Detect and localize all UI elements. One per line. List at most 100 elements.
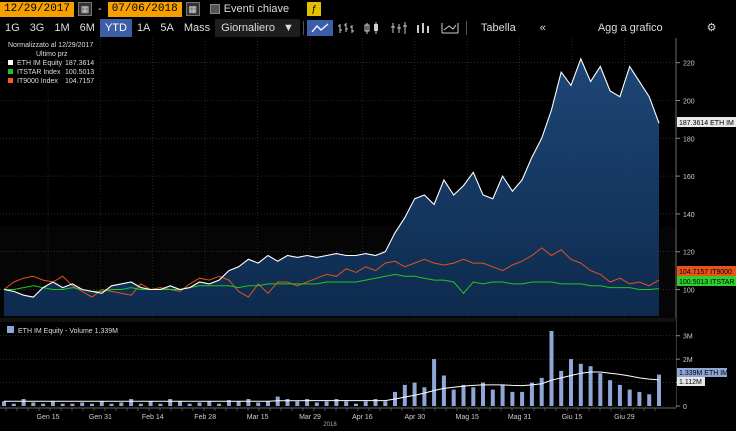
y-axis: 100 120 140 160 180 200 220 [675, 38, 695, 408]
candlestick-icon[interactable] [359, 20, 385, 36]
volume-tag-bg [677, 368, 727, 377]
volume-bar [50, 401, 55, 406]
volume-bar [598, 373, 603, 406]
x-tick-label: Apr 16 [352, 414, 373, 421]
divider [302, 21, 304, 35]
volume-bar [363, 401, 368, 406]
volume-bar [324, 401, 329, 406]
eth-price-tag: 187.3614 ETH IM [679, 120, 734, 127]
volume-bar [500, 384, 505, 406]
volume-bar [578, 363, 583, 406]
volume-bar [236, 401, 241, 406]
volume-ma-tag-bg [677, 377, 705, 386]
volume-bar [490, 389, 495, 406]
bar-chart-icon[interactable] [333, 20, 359, 36]
volume-bar [412, 382, 417, 406]
legend: Normalizzato al 12/29/2017 Ultimo prz ET… [4, 38, 100, 86]
collapse-button[interactable]: « [539, 22, 546, 34]
period-button-1m[interactable]: 1M [54, 22, 70, 34]
add-to-chart-button[interactable]: Agg a grafico [597, 22, 663, 34]
volume-bar [246, 399, 251, 406]
period-button-1a[interactable]: 1A [136, 22, 151, 34]
volume-bar [41, 403, 46, 406]
x-tick-label: Gen 31 [89, 414, 112, 421]
crosshair-chart-icon[interactable] [385, 20, 411, 36]
price-chart[interactable]: 100 120 140 160 180 200 220 Normalizzato al 12… [0, 38, 736, 428]
volume-bar [402, 384, 407, 406]
divider [465, 21, 467, 35]
period-button-1g[interactable]: 1G [5, 22, 20, 34]
legend-entry-value: 104.7157 [65, 78, 94, 85]
dual-axis-icon[interactable] [437, 20, 463, 36]
volume-bar [305, 399, 310, 406]
x-axis-year: 2018 [323, 422, 337, 426]
it9000-price-tag-bg [677, 266, 736, 276]
volume-bar [529, 382, 534, 406]
start-calendar-icon[interactable]: ▦ [78, 2, 93, 16]
volume-bar [138, 403, 143, 406]
period-button-5a[interactable]: 5A [160, 22, 174, 34]
volume-bar [226, 400, 231, 406]
eth-area [4, 58, 659, 317]
y-tick-label: 160 [683, 174, 695, 181]
x-tick-label: Feb 28 [194, 414, 216, 421]
multi-bar-icon[interactable] [411, 20, 437, 36]
volume-y-tick-label: 3M [683, 334, 693, 341]
volume-bar [422, 387, 427, 406]
x-tick-label: Feb 14 [142, 414, 164, 421]
legend-subheader: Ultimo prz [36, 51, 68, 58]
y-tick-label: 120 [683, 250, 695, 257]
formula-icon[interactable]: ƒ [307, 2, 322, 16]
legend-swatch [8, 69, 13, 74]
volume-bar [90, 403, 94, 406]
itstar-price-tag: 100.5013 ITSTAR [679, 279, 735, 286]
period-button-6m[interactable]: 6M [79, 22, 95, 34]
x-tick-label: Gen 15 [37, 414, 60, 421]
end-calendar-icon[interactable]: ▦ [185, 2, 200, 16]
itstar-price-tag-bg [677, 276, 736, 286]
volume-bar [80, 402, 85, 406]
volume-legend-swatch [7, 326, 14, 333]
volume-legend-title: ETH IM Equity - Volume 1.339M [18, 328, 118, 335]
series-line-it9000 [3, 247, 660, 298]
start-date-field[interactable]: 12/29/2017 [0, 1, 75, 17]
end-date-field[interactable]: 07/06/2018 [107, 1, 182, 17]
volume-ma-tag: 1.112M [679, 379, 702, 386]
table-button[interactable]: Tabella [480, 22, 516, 34]
legend-entries: ETH IM Equity 187.3614 ITSTAR Index 100.501… [8, 60, 94, 85]
volume-bar [383, 401, 388, 406]
line-chart-icon[interactable] [306, 20, 333, 36]
volume-bar [510, 391, 515, 406]
period-button-mass[interactable]: Mass [183, 22, 211, 34]
period-button-3g[interactable]: 3G [29, 22, 45, 34]
volume-bar [569, 359, 573, 406]
x-tick-label: Mag 31 [508, 414, 531, 421]
legend-header: Normalizzato al 12/29/2017 [8, 42, 93, 49]
legend-entry-name: IT9000 Index [17, 78, 58, 85]
volume-bar [441, 375, 446, 406]
volume-bar [295, 401, 300, 406]
volume-bar [31, 402, 36, 406]
volume-bar [334, 399, 339, 406]
volume-bar [353, 403, 358, 406]
x-tick-label: Mar 29 [299, 414, 321, 421]
legend-entry-value: 100.5013 [65, 69, 94, 76]
legend-entry-name: ETH IM Equity [17, 60, 63, 67]
gear-icon[interactable]: ⚙ [706, 22, 717, 34]
volume-bar [266, 401, 270, 406]
volume-bar [99, 401, 104, 406]
frequency-dropdown[interactable]: Giornaliero ▼ [215, 19, 300, 37]
x-tick-label: Apr 30 [404, 414, 425, 421]
volume-bar [657, 374, 661, 406]
legend-entry-value: 187.3614 [65, 60, 94, 67]
series-line-eth [3, 57, 660, 298]
volume-bar [129, 399, 134, 406]
frequency-label: Giornaliero [221, 22, 275, 34]
volume-bar [539, 377, 544, 406]
volume-bar [520, 391, 525, 406]
y-tick-label: 220 [683, 61, 695, 68]
key-events-checkbox[interactable] [209, 4, 220, 14]
volume-bar [60, 403, 65, 406]
volume-bar [627, 389, 632, 406]
period-button-ytd[interactable]: YTD [99, 19, 132, 37]
